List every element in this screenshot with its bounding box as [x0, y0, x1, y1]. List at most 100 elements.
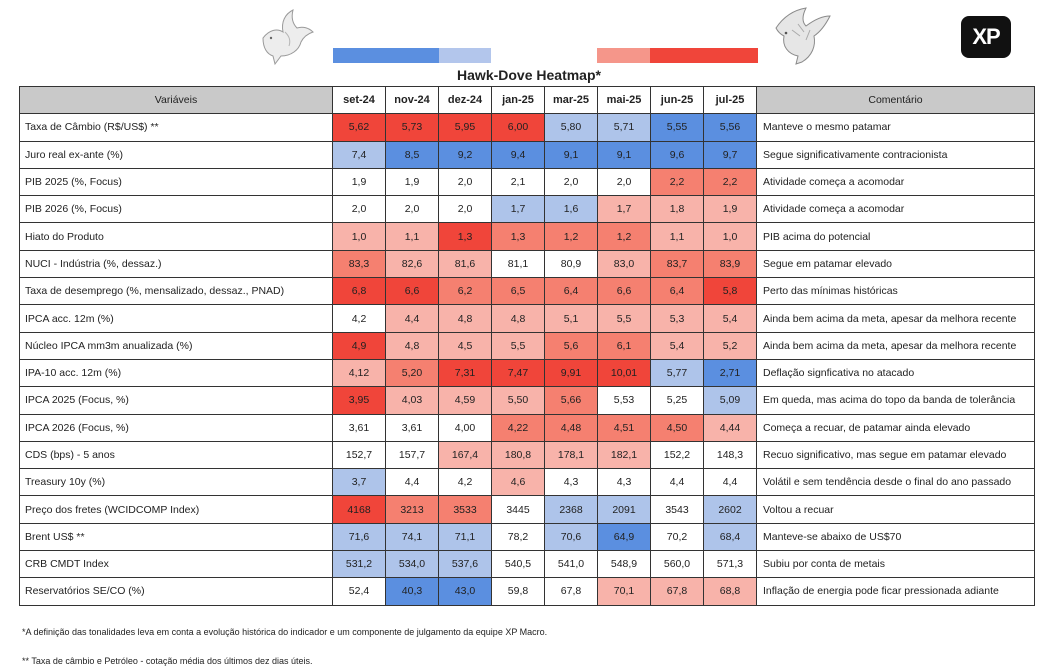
- heat-cell: 5,80: [544, 113, 598, 142]
- heat-cell: 5,4: [650, 331, 704, 360]
- month-header: set-24: [332, 85, 386, 115]
- table-row: IPA-10 acc. 12m (%) 4,12 5,20 7,31 7,47 9,91 1…: [19, 358, 1035, 388]
- scale-segment-neutral: [491, 48, 597, 63]
- heat-cell: 67,8: [544, 577, 598, 606]
- heat-cell: 71,1: [438, 522, 492, 552]
- heat-cell: 70,1: [597, 577, 651, 606]
- variable-label: Preço dos fretes (WCIDCOMP Index): [19, 495, 333, 524]
- heat-cell: 4,8: [491, 304, 545, 333]
- heat-cell: 71,6: [332, 522, 386, 552]
- heat-cell: 4,8: [385, 331, 439, 360]
- variable-label: IPCA 2026 (Focus, %): [19, 413, 333, 442]
- footnote-1: *A definição das tonalidades leva em con…: [22, 627, 548, 637]
- heat-cell: 2368: [544, 495, 598, 524]
- footnote-2: ** Taxa de câmbio e Petróleo - cotação m…: [22, 656, 313, 666]
- heat-cell: 5,20: [385, 358, 439, 388]
- month-header: dez-24: [438, 85, 492, 115]
- heat-cell: 9,6: [650, 140, 704, 169]
- comment-cell: Inflação de energia pode ficar pressiona…: [756, 577, 1035, 606]
- heat-cell: 4,6: [491, 468, 545, 497]
- variable-label: CRB CMDT Index: [19, 550, 333, 579]
- heat-cell: 178,1: [544, 440, 598, 470]
- heat-cell: 5,8: [703, 277, 757, 306]
- heat-cell: 4,9: [332, 331, 386, 360]
- heat-cell: 4,5: [438, 331, 492, 360]
- heat-cell: 560,0: [650, 550, 704, 579]
- heat-cell: 4,3: [544, 468, 598, 497]
- heat-cell: 9,4: [491, 140, 545, 169]
- heat-cell: 6,1: [597, 331, 651, 360]
- month-header: mar-25: [544, 85, 598, 115]
- heat-cell: 6,8: [332, 277, 386, 306]
- heat-cell: 1,0: [332, 222, 386, 251]
- heat-cell: 5,53: [597, 386, 651, 415]
- heat-cell: 1,9: [332, 167, 386, 197]
- heat-cell: 2091: [597, 495, 651, 524]
- table-row: CDS (bps) - 5 anos 152,7 157,7 167,4 180,8 17…: [19, 440, 1035, 470]
- table-row: IPCA 2026 (Focus, %) 3,61 3,61 4,00 4,22 4,48…: [19, 413, 1035, 442]
- heat-cell: 1,2: [597, 222, 651, 251]
- heat-cell: 1,3: [438, 222, 492, 251]
- comment-header: Comentário: [756, 85, 1035, 115]
- heat-cell: 6,5: [491, 277, 545, 306]
- heat-cell: 5,56: [703, 113, 757, 142]
- comment-cell: Segue significativamente contracionista: [756, 140, 1035, 169]
- heat-cell: 8,5: [385, 140, 439, 169]
- heat-cell: 167,4: [438, 440, 492, 470]
- month-header: mai-25: [597, 85, 651, 115]
- comment-cell: Voltou a recuar: [756, 495, 1035, 524]
- heat-cell: 531,2: [332, 550, 386, 579]
- variable-label: CDS (bps) - 5 anos: [19, 440, 333, 470]
- scale-segment-hawk-strong: [650, 48, 758, 63]
- variable-label: Juro real ex-ante (%): [19, 140, 333, 169]
- heat-cell: 9,1: [597, 140, 651, 169]
- heatmap-table: Variáveis set-24 nov-24 dez-24 jan-25 ma…: [19, 85, 1035, 606]
- comment-cell: PIB acima do potencial: [756, 222, 1035, 251]
- heat-cell: 4,4: [385, 304, 439, 333]
- heat-cell: 1,6: [544, 195, 598, 224]
- table-row: Brent US$ ** 71,6 74,1 71,1 78,2 70,6 64,9 70,2…: [19, 522, 1035, 552]
- comment-cell: Deflação signficativa no atacado: [756, 358, 1035, 388]
- heat-cell: 59,8: [491, 577, 545, 606]
- month-header: jul-25: [703, 85, 757, 115]
- variable-label: Núcleo IPCA mm3m anualizada (%): [19, 331, 333, 360]
- table-row: IPCA acc. 12m (%) 4,2 4,4 4,8 4,8 5,1 5,5 5,3 5,…: [19, 304, 1035, 333]
- table-row: Taxa de Câmbio (R$/US$) ** 5,62 5,73 5,95 6,…: [19, 113, 1035, 142]
- heat-cell: 5,95: [438, 113, 492, 142]
- heat-cell: 74,1: [385, 522, 439, 552]
- month-header: jun-25: [650, 85, 704, 115]
- heat-cell: 4,50: [650, 413, 704, 442]
- heat-cell: 4,3: [597, 468, 651, 497]
- heat-cell: 5,2: [703, 331, 757, 360]
- heat-cell: 83,9: [703, 249, 757, 279]
- dove-icon: [262, 9, 314, 66]
- heat-cell: 7,31: [438, 358, 492, 388]
- heat-cell: 5,3: [650, 304, 704, 333]
- heat-cell: 152,2: [650, 440, 704, 470]
- comment-cell: Ainda bem acima da meta, apesar da melho…: [756, 304, 1035, 333]
- heat-cell: 4,2: [332, 304, 386, 333]
- heat-cell: 81,6: [438, 249, 492, 279]
- heat-cell: 4168: [332, 495, 386, 524]
- xp-logo: XP: [961, 16, 1011, 58]
- heat-cell: 2,1: [491, 167, 545, 197]
- heat-cell: 64,9: [597, 522, 651, 552]
- heat-cell: 9,1: [544, 140, 598, 169]
- scale-segment-dove-strong: [333, 48, 439, 63]
- heat-cell: 5,25: [650, 386, 704, 415]
- heat-cell: 5,66: [544, 386, 598, 415]
- table-row: Treasury 10y (%) 3,7 4,4 4,2 4,6 4,3 4,3 4,4 4,4…: [19, 468, 1035, 497]
- comment-cell: Manteve o mesmo patamar: [756, 113, 1035, 142]
- heat-cell: 152,7: [332, 440, 386, 470]
- variable-label: NUCI - Indústria (%, dessaz.): [19, 249, 333, 279]
- heat-cell: 4,4: [385, 468, 439, 497]
- heat-cell: 6,00: [491, 113, 545, 142]
- heat-cell: 4,03: [385, 386, 439, 415]
- heat-cell: 4,00: [438, 413, 492, 442]
- heat-cell: 3543: [650, 495, 704, 524]
- heat-cell: 52,4: [332, 577, 386, 606]
- variable-label: Taxa de desemprego (%, mensalizado, dess…: [19, 277, 333, 306]
- heat-cell: 5,77: [650, 358, 704, 388]
- heat-cell: 2,0: [332, 195, 386, 224]
- heat-cell: 3213: [385, 495, 439, 524]
